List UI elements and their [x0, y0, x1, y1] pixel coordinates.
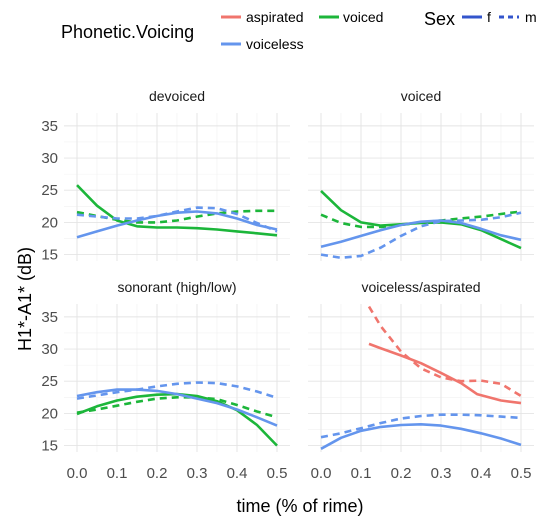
panel-title: devoiced: [149, 88, 205, 104]
series-line-voiceless-m: [320, 413, 522, 439]
x-tick-label: 0.3: [187, 465, 208, 482]
panels: devoiced 15 20 25 30 35 voiced sonorant (high/l…: [41, 88, 534, 482]
series-line-aspirated-m: [367, 305, 522, 398]
series-line-voiceless-f: [76, 388, 278, 427]
series-line-voiced-m: [76, 395, 278, 419]
y-tick-label: 15: [41, 247, 58, 264]
x-tick-label: 0.5: [267, 465, 288, 482]
panel-title: sonorant (high/low): [117, 279, 236, 295]
legend-title-sex: Sex: [424, 9, 455, 29]
series-line-voiceless-f: [320, 219, 522, 249]
x-tick-label: 0.1: [351, 465, 372, 482]
legend: Phonetic.Voicing aspirated voiced voicel…: [61, 9, 537, 52]
y-axis-title: H1*-A1* (dB): [15, 247, 35, 351]
y-tick-label: 15: [41, 438, 58, 455]
legend-label-aspirated: aspirated: [246, 9, 304, 25]
y-tick-label: 20: [41, 214, 58, 231]
panel-2: voiced: [308, 88, 534, 261]
y-tick-label: 30: [41, 150, 58, 167]
y-tick-label: 35: [41, 309, 58, 326]
x-tick-label: 0.4: [471, 465, 492, 482]
series-line-voiceless-m: [320, 211, 522, 260]
x-tick-label: 0.2: [391, 465, 412, 482]
y-tick-label: 35: [41, 118, 58, 135]
series-line-voiced-f: [76, 184, 278, 237]
x-tick-label: 0.2: [147, 465, 168, 482]
x-tick-label: 0.4: [227, 465, 248, 482]
legend-title-voicing: Phonetic.Voicing: [61, 22, 194, 42]
panel-title: voiced: [401, 88, 441, 104]
panel-title: voiceless/aspirated: [361, 279, 480, 295]
y-tick-label: 25: [41, 373, 58, 390]
legend-label-voiceless: voiceless: [246, 36, 304, 52]
x-tick-label: 0.0: [67, 465, 88, 482]
x-tick-label: 0.1: [107, 465, 128, 482]
series-line-voiceless-m: [76, 206, 278, 233]
series-line-voiceless-f: [320, 422, 522, 450]
legend-label-f: f: [487, 9, 491, 25]
legend-label-m: m: [525, 9, 537, 25]
y-tick-label: 25: [41, 182, 58, 199]
panel-4: voiceless/aspirated 0.0 0.1 0.2 0.3 0.4 0.5: [308, 279, 534, 482]
legend-label-voiced: voiced: [343, 9, 383, 25]
panel-3: sonorant (high/low) 15 20 25 30 35 0.0 0.1 0.2 0.…: [41, 279, 290, 482]
y-tick-label: 30: [41, 341, 58, 358]
panel-1: devoiced 15 20 25 30 35: [41, 88, 290, 264]
x-tick-label: 0.5: [511, 465, 532, 482]
x-axis-title: time (% of rime): [236, 496, 363, 516]
series-line-voiceless-m: [76, 381, 278, 400]
series-line-voiced-m: [76, 209, 277, 224]
x-tick-label: 0.0: [311, 465, 332, 482]
y-tick-label: 20: [41, 405, 58, 422]
x-tick-label: 0.3: [431, 465, 452, 482]
series-line-aspirated-f: [368, 342, 522, 405]
